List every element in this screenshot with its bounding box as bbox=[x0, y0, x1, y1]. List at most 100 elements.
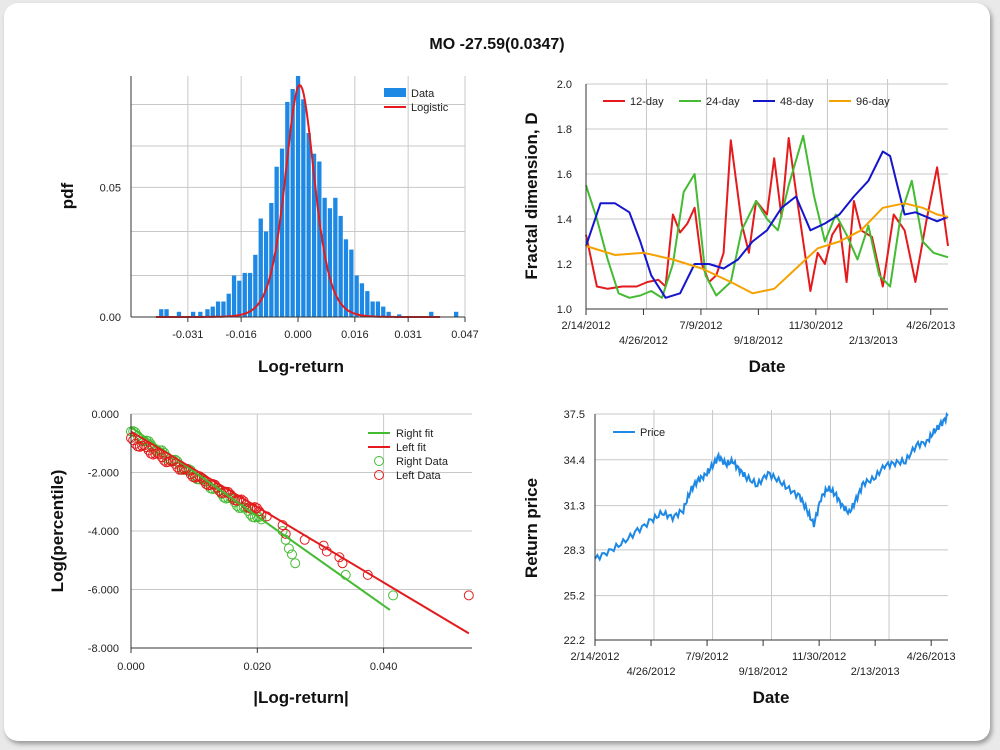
histogram-bar bbox=[333, 197, 338, 317]
histogram-bar bbox=[290, 89, 295, 317]
tails-ticks: 0.000 0.020 0.040 0.000 -2.000 -4.000 -6.000 -8… bbox=[88, 409, 398, 673]
histogram-panel: -0.031 -0.016 0.000 0.016 0.031 0.047 0.00 0.05… bbox=[58, 76, 479, 376]
left-data-point bbox=[218, 487, 229, 498]
histogram-ytick-label: 0.05 bbox=[100, 182, 121, 194]
fractal-xtick-label: 7/9/2012 bbox=[680, 320, 723, 332]
histogram-xtick-label: 0.016 bbox=[341, 329, 369, 341]
tails-legend-label: Left Data bbox=[396, 470, 442, 482]
fractal-legend-label: 96-day bbox=[856, 96, 890, 108]
figure-card bbox=[4, 3, 990, 741]
fractal-xtick-label: 2/14/2012 bbox=[562, 320, 611, 332]
left-data-point bbox=[134, 441, 145, 452]
fractal-series-line bbox=[585, 134, 949, 299]
tails-xlabel: |Log-return| bbox=[253, 688, 348, 707]
tails-xtick-label: 0.020 bbox=[244, 661, 272, 673]
histogram-legend: Data Logistic bbox=[384, 88, 449, 114]
histogram-bar bbox=[343, 239, 349, 317]
price-legend: Price bbox=[613, 427, 665, 439]
histogram-bar bbox=[247, 272, 253, 317]
price-xtick-label: 11/30/2012 bbox=[792, 651, 846, 663]
price-ytick-label: 28.3 bbox=[564, 545, 585, 557]
histogram-bar bbox=[210, 306, 215, 317]
fractal-legend-label: 12-day bbox=[630, 96, 664, 108]
fractal-xtick-label: 4/26/2012 bbox=[619, 335, 668, 347]
price-panel: 22.2 25.2 28.3 31.3 34.4 37.5 2/14/2012 7/9/201… bbox=[522, 409, 956, 707]
price-ylabel: Return price bbox=[522, 478, 541, 578]
right-data-point bbox=[287, 549, 297, 560]
histogram-ytick-label: 0.00 bbox=[100, 312, 121, 324]
histogram-bar bbox=[198, 311, 203, 317]
histogram-xtick-label: 0.047 bbox=[451, 329, 479, 341]
histogram-bar bbox=[365, 291, 370, 317]
fractal-grid bbox=[586, 79, 948, 310]
price-ytick-label: 22.2 bbox=[564, 635, 585, 647]
price-ticks: 22.2 25.2 28.3 31.3 34.4 37.5 2/14/2012 7/9/201… bbox=[564, 409, 956, 678]
price-ytick-label: 37.5 bbox=[564, 409, 585, 421]
histogram-bar bbox=[164, 309, 169, 317]
histogram-bar bbox=[269, 203, 274, 317]
price-xtick-label: 2/14/2012 bbox=[571, 651, 620, 663]
left-data-point bbox=[334, 552, 345, 563]
legend-price-label: Price bbox=[640, 427, 665, 439]
tails-ytick-label: -6.000 bbox=[88, 585, 119, 597]
legend-data-label: Data bbox=[411, 88, 435, 100]
tails-legend-label: Right fit bbox=[396, 428, 433, 440]
fractal-ylabel: Fractal dimension, D bbox=[522, 112, 541, 279]
histogram-ticks: -0.031 -0.016 0.000 0.016 0.031 0.047 0.00 0.05 bbox=[100, 182, 479, 341]
histogram-bar bbox=[215, 301, 221, 317]
price-xtick-label: 4/26/2012 bbox=[627, 666, 676, 678]
histogram-bar bbox=[279, 148, 285, 317]
histogram-bar bbox=[375, 301, 381, 317]
fractal-lines bbox=[585, 134, 949, 299]
histogram-bar bbox=[301, 99, 306, 317]
tails-legend: Right fit Left fit Right Data Left Data bbox=[368, 428, 449, 482]
tails-legend-label: Left fit bbox=[396, 442, 426, 454]
left-data-point bbox=[176, 464, 187, 475]
histogram-bar bbox=[295, 76, 301, 317]
histogram-bar bbox=[397, 314, 402, 317]
tails-xtick-label: 0.000 bbox=[117, 661, 145, 673]
price-ytick-label: 25.2 bbox=[564, 591, 585, 603]
histogram-bar bbox=[176, 311, 182, 317]
histogram-bar bbox=[221, 301, 226, 317]
histogram-bar bbox=[429, 311, 434, 317]
fractal-xtick-label: 9/18/2012 bbox=[734, 335, 783, 347]
histogram-bar bbox=[237, 280, 242, 317]
fractal-ytick-label: 1.2 bbox=[557, 259, 572, 271]
tails-axes bbox=[130, 414, 472, 649]
histogram-bar bbox=[338, 215, 343, 317]
fractal-xtick-label: 11/30/2012 bbox=[789, 320, 843, 332]
fractal-xtick-label: 4/26/2013 bbox=[906, 320, 955, 332]
tails-ytick-label: -8.000 bbox=[88, 643, 119, 655]
histogram-bar bbox=[381, 306, 386, 317]
histogram-bar bbox=[253, 254, 258, 317]
right-data-point bbox=[388, 590, 399, 601]
histogram-bar bbox=[258, 218, 263, 317]
left-fit-line bbox=[130, 430, 470, 635]
fractal-ticks: 1.0 1.2 1.4 1.6 1.8 2.0 2/14/2012 7/9/2012 11/30… bbox=[557, 79, 956, 347]
fractal-series-line bbox=[585, 137, 949, 292]
tails-ylabel: Log(percentile) bbox=[48, 470, 67, 593]
tails-ytick-label: -4.000 bbox=[88, 526, 119, 538]
left-data-point bbox=[318, 540, 329, 551]
price-xlabel: Date bbox=[753, 688, 790, 707]
histogram-bar bbox=[231, 275, 237, 317]
fractal-ytick-label: 2.0 bbox=[557, 79, 572, 91]
histogram-bar bbox=[306, 133, 311, 317]
price-xtick-label: 2/13/2013 bbox=[851, 666, 900, 678]
histogram-xtick-label: 0.000 bbox=[284, 329, 312, 341]
fractal-legend: 12-day 24-day 48-day 96-day bbox=[603, 96, 890, 108]
histogram-bar bbox=[327, 208, 333, 317]
histogram-xlabel: Log-return bbox=[258, 357, 344, 376]
fractal-xlabel: Date bbox=[749, 357, 786, 376]
fractal-panel: 1.0 1.2 1.4 1.6 1.8 2.0 2/14/2012 7/9/2012 11/30… bbox=[522, 79, 955, 376]
histogram-bar bbox=[226, 293, 231, 317]
price-line bbox=[594, 412, 949, 562]
histogram-bar bbox=[205, 309, 210, 317]
histogram-bar bbox=[159, 309, 164, 317]
price-xtick-label: 9/18/2012 bbox=[739, 666, 788, 678]
price-xtick-label: 7/9/2012 bbox=[686, 651, 729, 663]
histogram-bar bbox=[370, 301, 375, 317]
fractal-series-line bbox=[585, 202, 949, 295]
